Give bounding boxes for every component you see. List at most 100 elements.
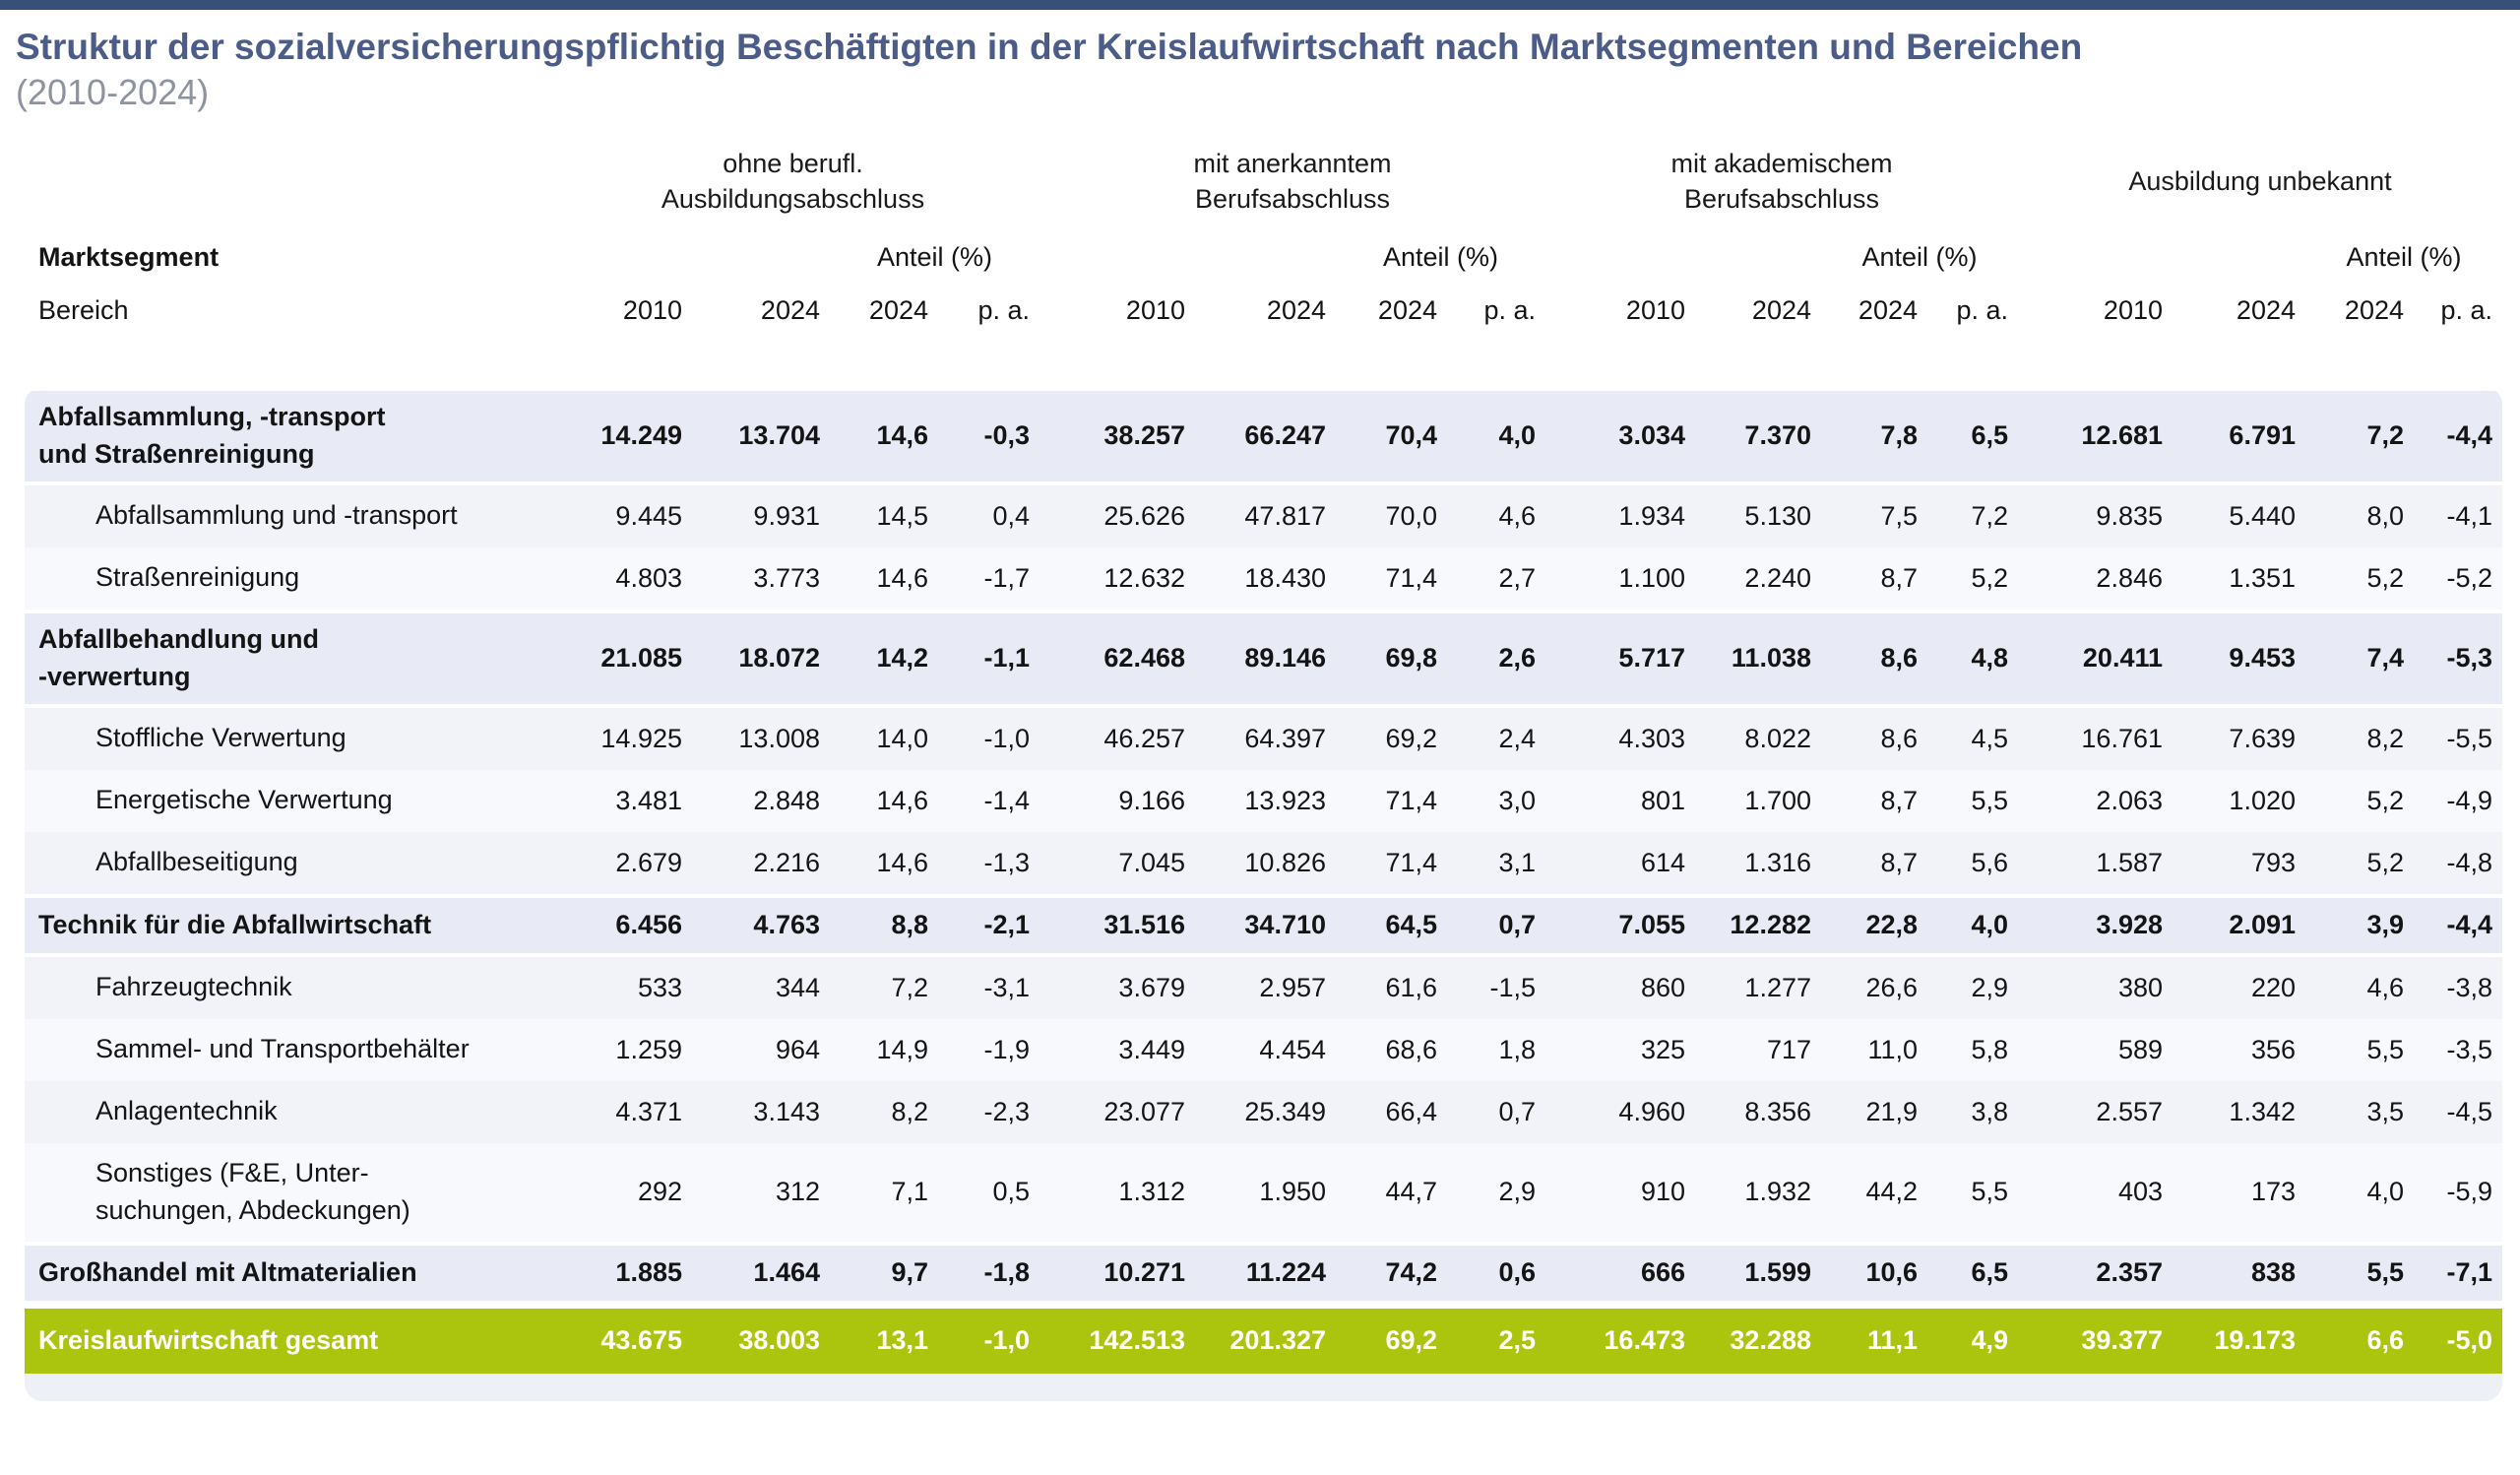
row-label: Sammel- und Transportbehälter <box>95 1034 470 1064</box>
table-row: Abfallsammlung und -transport 9.445 9.931 1… <box>25 484 2502 547</box>
row-label: Stoffliche Verwertung <box>95 723 346 753</box>
cell-value: 9.931 <box>753 500 820 531</box>
year-header-g1-1: 2010 <box>622 295 682 326</box>
cell-value: 3.449 <box>1118 1034 1185 1064</box>
cell-value: 666 <box>1640 1257 1685 1288</box>
cell-value: -4,8 <box>2446 847 2492 877</box>
row-label: Abfallsammlung und -transport <box>95 500 458 531</box>
cell-value: 13.008 <box>738 723 820 753</box>
row-label: Anlagentechnik <box>95 1096 278 1126</box>
table-row: Sammel- und Transportbehälter 1.259 964 14,… <box>25 1018 2502 1081</box>
table-row: Sonstiges (F&E, Unter- suchungen, Abdeck… <box>25 1142 2502 1242</box>
employment-structure-table: ohne berufl. Ausbildungsabschluss mit ane… <box>25 135 2502 1401</box>
year-header-g2-4: p. a. <box>1483 295 1536 326</box>
share-header-1: Anteil (%) <box>876 242 993 273</box>
cell-value: -4,9 <box>2446 785 2492 815</box>
cell-value: 26,6 <box>1865 972 1918 1002</box>
cell-value: 860 <box>1640 972 1685 1002</box>
cell-value: 5.717 <box>1618 643 1685 673</box>
cell-value: 0,6 <box>1498 1257 1536 1288</box>
cell-value: 1.316 <box>1744 847 1811 877</box>
cell-value: -1,4 <box>983 785 1030 815</box>
cell-value: 69,2 <box>1385 1325 1437 1356</box>
cell-value: 1.950 <box>1259 1177 1326 1207</box>
cell-value: 14,5 <box>876 500 928 531</box>
cell-value: -3,1 <box>983 972 1030 1002</box>
cell-value: -1,9 <box>983 1034 1030 1064</box>
table-row: Abfallbeseitigung 2.679 2.216 14,6 -1,3 7.045… <box>25 831 2502 894</box>
row-label: Technik für die Abfallwirtschaft <box>38 909 432 939</box>
cell-value: 6,5 <box>1971 420 2008 451</box>
cell-value: 6,5 <box>1971 1257 2008 1288</box>
column-group-label-2: mit anerkanntem Berufsabschluss <box>1193 149 1392 214</box>
cell-value: -5,0 <box>2446 1325 2492 1356</box>
cell-value: 7,8 <box>1880 420 1918 451</box>
table-row: Technik für die Abfallwirtschaft 6.456 4.7… <box>25 893 2502 957</box>
cell-value: -1,0 <box>983 1325 1030 1356</box>
cell-value: 68,6 <box>1385 1034 1437 1064</box>
cell-value: 62.468 <box>1103 643 1185 673</box>
cell-value: 19.173 <box>2214 1325 2296 1356</box>
year-header-g3-1: 2010 <box>1625 295 1685 326</box>
cell-value: 1.464 <box>753 1257 820 1288</box>
cell-value: 8,7 <box>1880 847 1918 877</box>
column-group-label-3: mit akademischem Berufsabschluss <box>1670 149 1893 214</box>
cell-value: 8,7 <box>1880 785 1918 815</box>
cell-value: -7,1 <box>2446 1257 2492 1288</box>
cell-value: 2.357 <box>2096 1257 2163 1288</box>
cell-value: 14,6 <box>876 785 928 815</box>
cell-value: -5,2 <box>2446 562 2492 593</box>
cell-value: 31.516 <box>1103 910 1185 940</box>
cell-value: -2,3 <box>983 1096 1030 1126</box>
cell-value: 173 <box>2250 1177 2296 1207</box>
page-subtitle: (2010-2024) <box>16 71 210 112</box>
cell-value: 7,1 <box>891 1177 928 1207</box>
cell-value: 7,2 <box>2366 420 2404 451</box>
cell-value: 403 <box>2117 1177 2163 1207</box>
cell-value: -4,5 <box>2446 1096 2492 1126</box>
cell-value: 5,5 <box>2366 1034 2404 1064</box>
share-header-4: Anteil (%) <box>2346 242 2462 273</box>
cell-value: -1,8 <box>983 1257 1030 1288</box>
cell-value: 4,6 <box>1498 500 1536 531</box>
cell-value: 8,8 <box>891 910 928 940</box>
cell-value: 14,6 <box>876 562 928 593</box>
year-header-g4-4: p. a. <box>2440 295 2492 326</box>
header-row-marktsegment: Marktsegment Anteil (%) Anteil (%) Anteil … <box>25 229 2502 287</box>
cell-value: 3.143 <box>753 1096 820 1126</box>
cell-value: 717 <box>1766 1034 1811 1064</box>
table-row-total: Kreislaufwirtschaft gesamt 43.675 38.003 13… <box>25 1304 2502 1374</box>
cell-value: 71,4 <box>1385 847 1437 877</box>
cell-value: 10.271 <box>1103 1257 1185 1288</box>
cell-value: 1.351 <box>2229 562 2296 593</box>
cell-value: 18.430 <box>1244 562 1326 593</box>
cell-value: 1.934 <box>1618 500 1685 531</box>
cell-value: 11,0 <box>1867 1034 1918 1064</box>
year-header-g1-3: 2024 <box>868 295 928 326</box>
cell-value: 8.356 <box>1744 1096 1811 1126</box>
cell-value: 3,5 <box>2366 1096 2404 1126</box>
cell-value: 25.349 <box>1244 1096 1326 1126</box>
cell-value: 8,0 <box>2366 500 2404 531</box>
cell-value: 4.303 <box>1618 723 1685 753</box>
share-header-3: Anteil (%) <box>1861 242 1978 273</box>
cell-value: 2.679 <box>615 847 682 877</box>
column-group-label-1: ohne berufl. Ausbildungsabschluss <box>661 149 925 214</box>
row-header-sub: Bereich <box>38 295 129 326</box>
cell-value: 1.599 <box>1744 1257 1811 1288</box>
cell-value: 8,6 <box>1880 643 1918 673</box>
cell-value: 14,0 <box>876 723 928 753</box>
cell-value: 2.063 <box>2096 785 2163 815</box>
cell-value: 356 <box>2250 1034 2296 1064</box>
year-header-g2-1: 2010 <box>1125 295 1185 326</box>
cell-value: 2.846 <box>2096 562 2163 593</box>
cell-value: 7.639 <box>2229 723 2296 753</box>
year-header-g2-3: 2024 <box>1377 295 1437 326</box>
cell-value: 43.675 <box>600 1325 682 1356</box>
cell-value: 2.957 <box>1259 972 1326 1002</box>
cell-value: 3.481 <box>615 785 682 815</box>
cell-value: 2.091 <box>2229 910 2296 940</box>
cell-value: -4,1 <box>2446 500 2492 531</box>
cell-value: 14.249 <box>600 420 682 451</box>
cell-value: 14,6 <box>876 420 928 451</box>
